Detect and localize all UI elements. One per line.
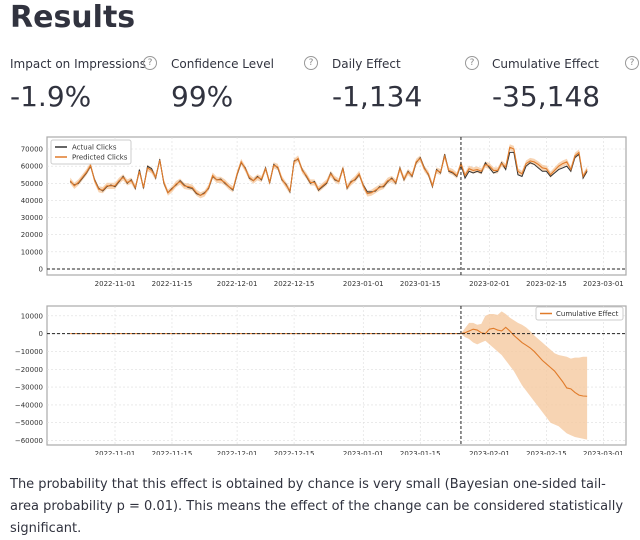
y-tick-label: 10000 [21, 248, 43, 256]
x-tick-label: 2022-12-15 [274, 280, 315, 288]
y-tick-label: −20000 [15, 366, 43, 374]
cumulative-effect-line [460, 326, 588, 397]
y-tick-label: −40000 [15, 401, 43, 409]
legend-label: Predicted Clicks [72, 154, 128, 162]
y-tick-label: 50000 [21, 180, 43, 188]
y-tick-label: 10000 [21, 312, 43, 320]
y-tick-label: −60000 [15, 437, 43, 445]
x-tick-label: 2023-02-15 [526, 450, 567, 455]
x-tick-label: 2022-12-15 [274, 450, 315, 455]
metric-value: -35,148 [492, 80, 601, 113]
x-tick-label: 2022-12-01 [217, 450, 258, 455]
y-tick-label: −30000 [15, 384, 43, 392]
legend [535, 306, 624, 321]
clicks-chart: 2022-11-01 2022-11-15 2022-12-01 2022-12-15… [21, 136, 627, 288]
help-icon[interactable]: ? [625, 56, 639, 70]
x-tick-label: 2023-01-01 [343, 450, 384, 455]
help-icon[interactable]: ? [304, 56, 318, 70]
x-tick-label: 2022-11-15 [152, 450, 193, 455]
y-tick-label: 0 [39, 266, 43, 274]
x-tick-label: 2023-02-01 [469, 450, 510, 455]
page-title: Results [10, 0, 136, 35]
legend-label: Cumulative Effect [556, 310, 619, 318]
metric-label: Cumulative Effect [492, 57, 599, 71]
x-tick-label: 2022-11-15 [152, 280, 193, 288]
x-tick-label: 2023-01-01 [343, 280, 384, 288]
predicted-clicks-line [69, 146, 588, 196]
x-tick-label: 2022-11-01 [95, 450, 136, 455]
x-tick-label: 2023-02-15 [526, 280, 567, 288]
legend [50, 139, 132, 165]
y-tick-label: 40000 [21, 197, 43, 205]
x-tick-label: 2023-02-01 [469, 280, 510, 288]
metric-value: 99% [171, 80, 234, 113]
y-tick-label: 60000 [21, 163, 43, 171]
x-tick-label: 2022-12-01 [217, 280, 258, 288]
metric-value: -1.9% [10, 80, 92, 113]
x-tick-label: 2023-03-01 [583, 280, 624, 288]
cumulative-interval-band [460, 311, 588, 440]
x-tick-label: 2023-01-15 [400, 280, 441, 288]
y-tick-label: −10000 [15, 348, 43, 356]
legend-label: Actual Clicks [72, 144, 117, 152]
y-tick-label: −50000 [15, 419, 43, 427]
metric-label: Impact on Impressions [10, 57, 147, 71]
y-tick-label: 70000 [21, 146, 43, 154]
y-tick-label: 20000 [21, 231, 43, 239]
metric-value: -1,134 [332, 80, 423, 113]
plot-frame [46, 136, 627, 276]
significance-text: The probability that this effect is obta… [10, 477, 624, 536]
metric-label: Daily Effect [332, 57, 401, 71]
help-icon[interactable]: ? [465, 56, 479, 70]
y-tick-label: 30000 [21, 214, 43, 222]
x-tick-label: 2023-03-01 [583, 450, 624, 455]
x-tick-label: 2022-11-01 [95, 280, 136, 288]
cumulative-effect-chart: 2022-11-01 2022-11-15 2022-12-01 2022-12-15… [15, 305, 627, 455]
y-tick-label: 0 [39, 330, 43, 338]
help-icon[interactable]: ? [143, 56, 157, 70]
x-tick-label: 2023-01-15 [400, 450, 441, 455]
metric-label: Confidence Level [171, 57, 274, 71]
